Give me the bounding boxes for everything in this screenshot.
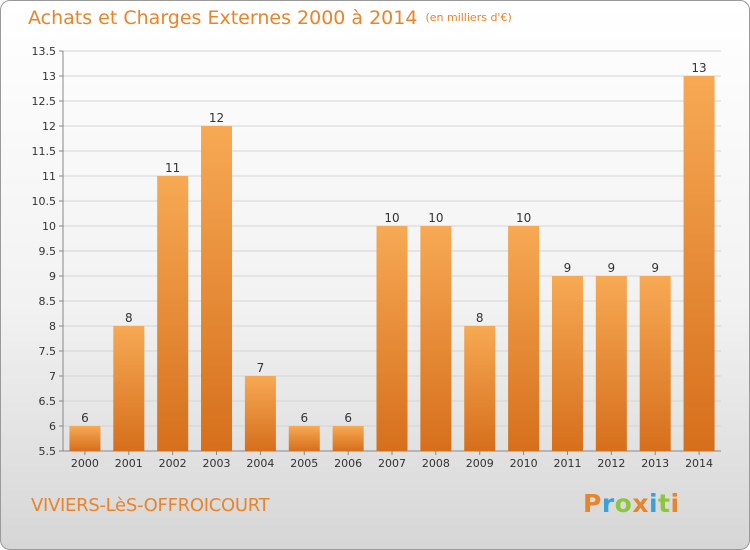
y-tick-label: 9 <box>49 270 56 283</box>
bar <box>551 276 583 451</box>
commune-name: VIVIERS-LèS-OFFROICOURT <box>31 495 270 516</box>
data-label: 6 <box>344 411 352 425</box>
x-tick-label: 2013 <box>641 457 669 470</box>
x-tick-labels: 2000 2001 2002 2003 2004 2005 2006 2007 2008 2009… <box>71 457 713 470</box>
x-tick-label: 2005 <box>290 457 318 470</box>
logo-letter: r <box>601 489 615 518</box>
data-labels: 6 8 11 12 7 6 6 10 10 8 10 9 9 9 13 <box>81 61 707 425</box>
x-tick-label: 2004 <box>246 457 274 470</box>
y-tick-label: 10 <box>42 220 56 233</box>
logo-letter: o <box>614 489 633 518</box>
bar <box>244 376 276 451</box>
x-tick-label: 2000 <box>71 457 99 470</box>
x-tick-label: 2007 <box>378 457 406 470</box>
y-tick-label: 11 <box>42 170 56 183</box>
x-tick-label: 2014 <box>685 457 713 470</box>
bar <box>464 326 496 451</box>
x-tick-label: 2009 <box>466 457 494 470</box>
bar <box>288 426 320 451</box>
y-tick-label: 6 <box>49 420 56 433</box>
bar <box>420 226 452 451</box>
bar <box>332 426 364 451</box>
y-tick-label: 8.5 <box>39 295 57 308</box>
x-tick-label: 2012 <box>597 457 625 470</box>
y-tick-label: 9.5 <box>39 245 57 258</box>
y-tick-label: 8 <box>49 320 56 333</box>
chart-title: Achats et Charges Externes 2000 à 2014 (e… <box>28 7 512 29</box>
bar <box>201 126 233 451</box>
y-tick-label: 12 <box>42 120 56 133</box>
data-label: 9 <box>651 261 659 275</box>
bar <box>69 426 101 451</box>
y-tick-label: 13 <box>42 70 56 83</box>
x-tick-label: 2011 <box>553 457 581 470</box>
logo-letter: x <box>632 489 649 518</box>
data-label: 12 <box>209 111 224 125</box>
bar <box>113 326 145 451</box>
x-tick-label: 2003 <box>203 457 231 470</box>
y-tick-label: 13.5 <box>32 45 57 58</box>
logo-letter: i <box>670 489 680 518</box>
x-tick-label: 2001 <box>115 457 143 470</box>
bar <box>595 276 627 451</box>
y-tick-label: 5.5 <box>39 445 57 458</box>
data-label: 6 <box>81 411 89 425</box>
bar <box>683 76 715 451</box>
logo-letter: i <box>649 489 659 518</box>
data-label: 8 <box>125 311 133 325</box>
bars <box>69 76 715 451</box>
y-tick-labels: 5.5 6 6.5 7 7.5 8 8.5 9 9.5 10 10.5 11 11.5 12 12.5 13 1… <box>32 45 57 458</box>
data-label: 13 <box>691 61 706 75</box>
y-tick-label: 12.5 <box>32 95 57 108</box>
data-label: 7 <box>257 361 265 375</box>
chart-title-text: Achats et Charges Externes 2000 à 2014 <box>28 7 418 29</box>
data-label: 8 <box>476 311 484 325</box>
data-label: 11 <box>165 161 180 175</box>
y-tick-label: 11.5 <box>32 145 57 158</box>
proxiti-logo[interactable]: Proxiti <box>583 489 680 518</box>
x-tick-label: 2002 <box>159 457 187 470</box>
bar <box>639 276 671 451</box>
logo-letter: t <box>658 489 671 518</box>
x-tick-label: 2008 <box>422 457 450 470</box>
data-label: 9 <box>608 261 616 275</box>
y-tick-label: 7 <box>49 370 56 383</box>
x-tick-label: 2010 <box>510 457 538 470</box>
bar <box>376 226 408 451</box>
logo-letter: P <box>583 489 602 518</box>
y-tick-label: 6.5 <box>39 395 57 408</box>
data-label: 9 <box>564 261 572 275</box>
chart-unit: (en milliers d'€) <box>425 11 512 24</box>
data-label: 10 <box>516 211 531 225</box>
y-tick-label: 10.5 <box>32 195 57 208</box>
y-tick-label: 7.5 <box>39 345 57 358</box>
data-label: 10 <box>384 211 399 225</box>
data-label: 10 <box>428 211 443 225</box>
bar <box>157 176 189 451</box>
bar <box>508 226 540 451</box>
data-label: 6 <box>300 411 308 425</box>
x-tick-label: 2006 <box>334 457 362 470</box>
